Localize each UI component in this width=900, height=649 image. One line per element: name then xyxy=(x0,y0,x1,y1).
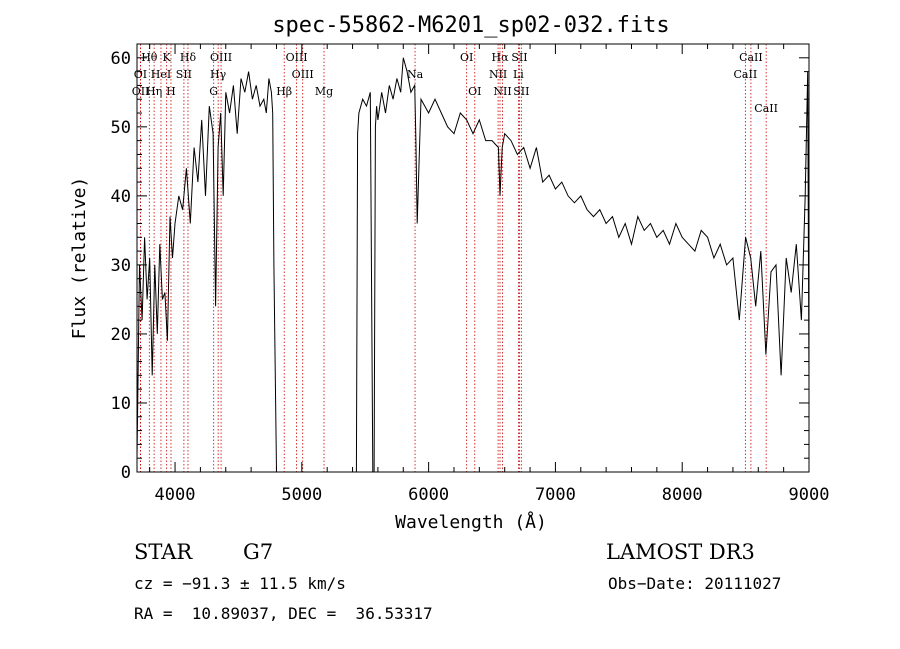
line-label: CaII xyxy=(739,51,763,64)
y-tick-label: 30 xyxy=(111,256,131,276)
y-tick-label: 10 xyxy=(111,394,131,414)
spectrum-chart: spec-55862-M6201_sp02-032.fits Hθ K Hδ OIII… xyxy=(69,13,830,533)
line-label: G xyxy=(209,85,218,98)
y-tick-label: 0 xyxy=(121,463,131,483)
x-axis-label: Wavelength (Å) xyxy=(395,511,547,533)
line-label: OI xyxy=(460,51,473,64)
line-label: OIII xyxy=(210,51,232,64)
line-label: OIII xyxy=(292,68,314,81)
line-label: Na xyxy=(407,68,424,81)
line-label: Hα xyxy=(491,51,509,64)
line-label: Hη xyxy=(146,85,162,98)
x-tick-label: 7000 xyxy=(535,485,576,505)
line-label: CaII xyxy=(754,102,778,115)
line-label: K xyxy=(163,51,172,64)
observation-date: Obs−Date: 20111027 xyxy=(608,574,782,593)
y-tick-label: 60 xyxy=(111,49,131,69)
line-label: Mg xyxy=(315,85,333,98)
line-label: Hβ xyxy=(276,85,292,98)
x-tick-label: 5000 xyxy=(281,485,322,505)
y-axis: 0 10 20 30 40 50 60 xyxy=(111,43,809,483)
line-label: OIII xyxy=(286,51,308,64)
line-label: Li xyxy=(513,68,524,81)
y-tick-label: 40 xyxy=(111,187,131,207)
redshift-value: cz = −91.3 ± 11.5 km/s xyxy=(134,574,346,593)
line-label: OII xyxy=(132,85,150,98)
spectrum-series xyxy=(136,57,810,473)
x-tick-label: 6000 xyxy=(408,485,449,505)
line-label: NII xyxy=(493,85,511,98)
x-axis: 4000 5000 6000 7000 8000 9000 xyxy=(149,44,830,505)
plot-frame xyxy=(136,43,810,473)
line-label: NII xyxy=(489,68,507,81)
line-label: Hθ xyxy=(141,51,158,64)
survey-name: LAMOST DR3 xyxy=(606,540,755,564)
sky-coordinates: RA = 10.89037, DEC = 36.53317 xyxy=(134,604,433,623)
y-axis-label: Flux (relative) xyxy=(69,177,90,340)
line-label: OI xyxy=(468,85,481,98)
x-tick-label: 8000 xyxy=(662,485,703,505)
line-label: SII xyxy=(176,68,192,81)
x-tick-label: 9000 xyxy=(789,485,830,505)
chart-title: spec-55862-M6201_sp02-032.fits xyxy=(272,13,669,38)
object-subclass: G7 xyxy=(243,540,274,564)
line-label: SII xyxy=(513,85,529,98)
y-tick-label: 50 xyxy=(111,118,131,138)
line-label: HeI xyxy=(151,68,171,81)
line-label: Hδ xyxy=(180,51,197,64)
line-label: Hγ xyxy=(210,68,227,81)
line-label: H xyxy=(166,85,176,98)
line-label: SII xyxy=(511,51,527,64)
x-tick-label: 4000 xyxy=(155,485,196,505)
object-class: STAR xyxy=(134,540,193,564)
spectrum-line xyxy=(136,57,810,473)
y-tick-label: 20 xyxy=(111,325,131,345)
line-label: CaII xyxy=(734,68,758,81)
